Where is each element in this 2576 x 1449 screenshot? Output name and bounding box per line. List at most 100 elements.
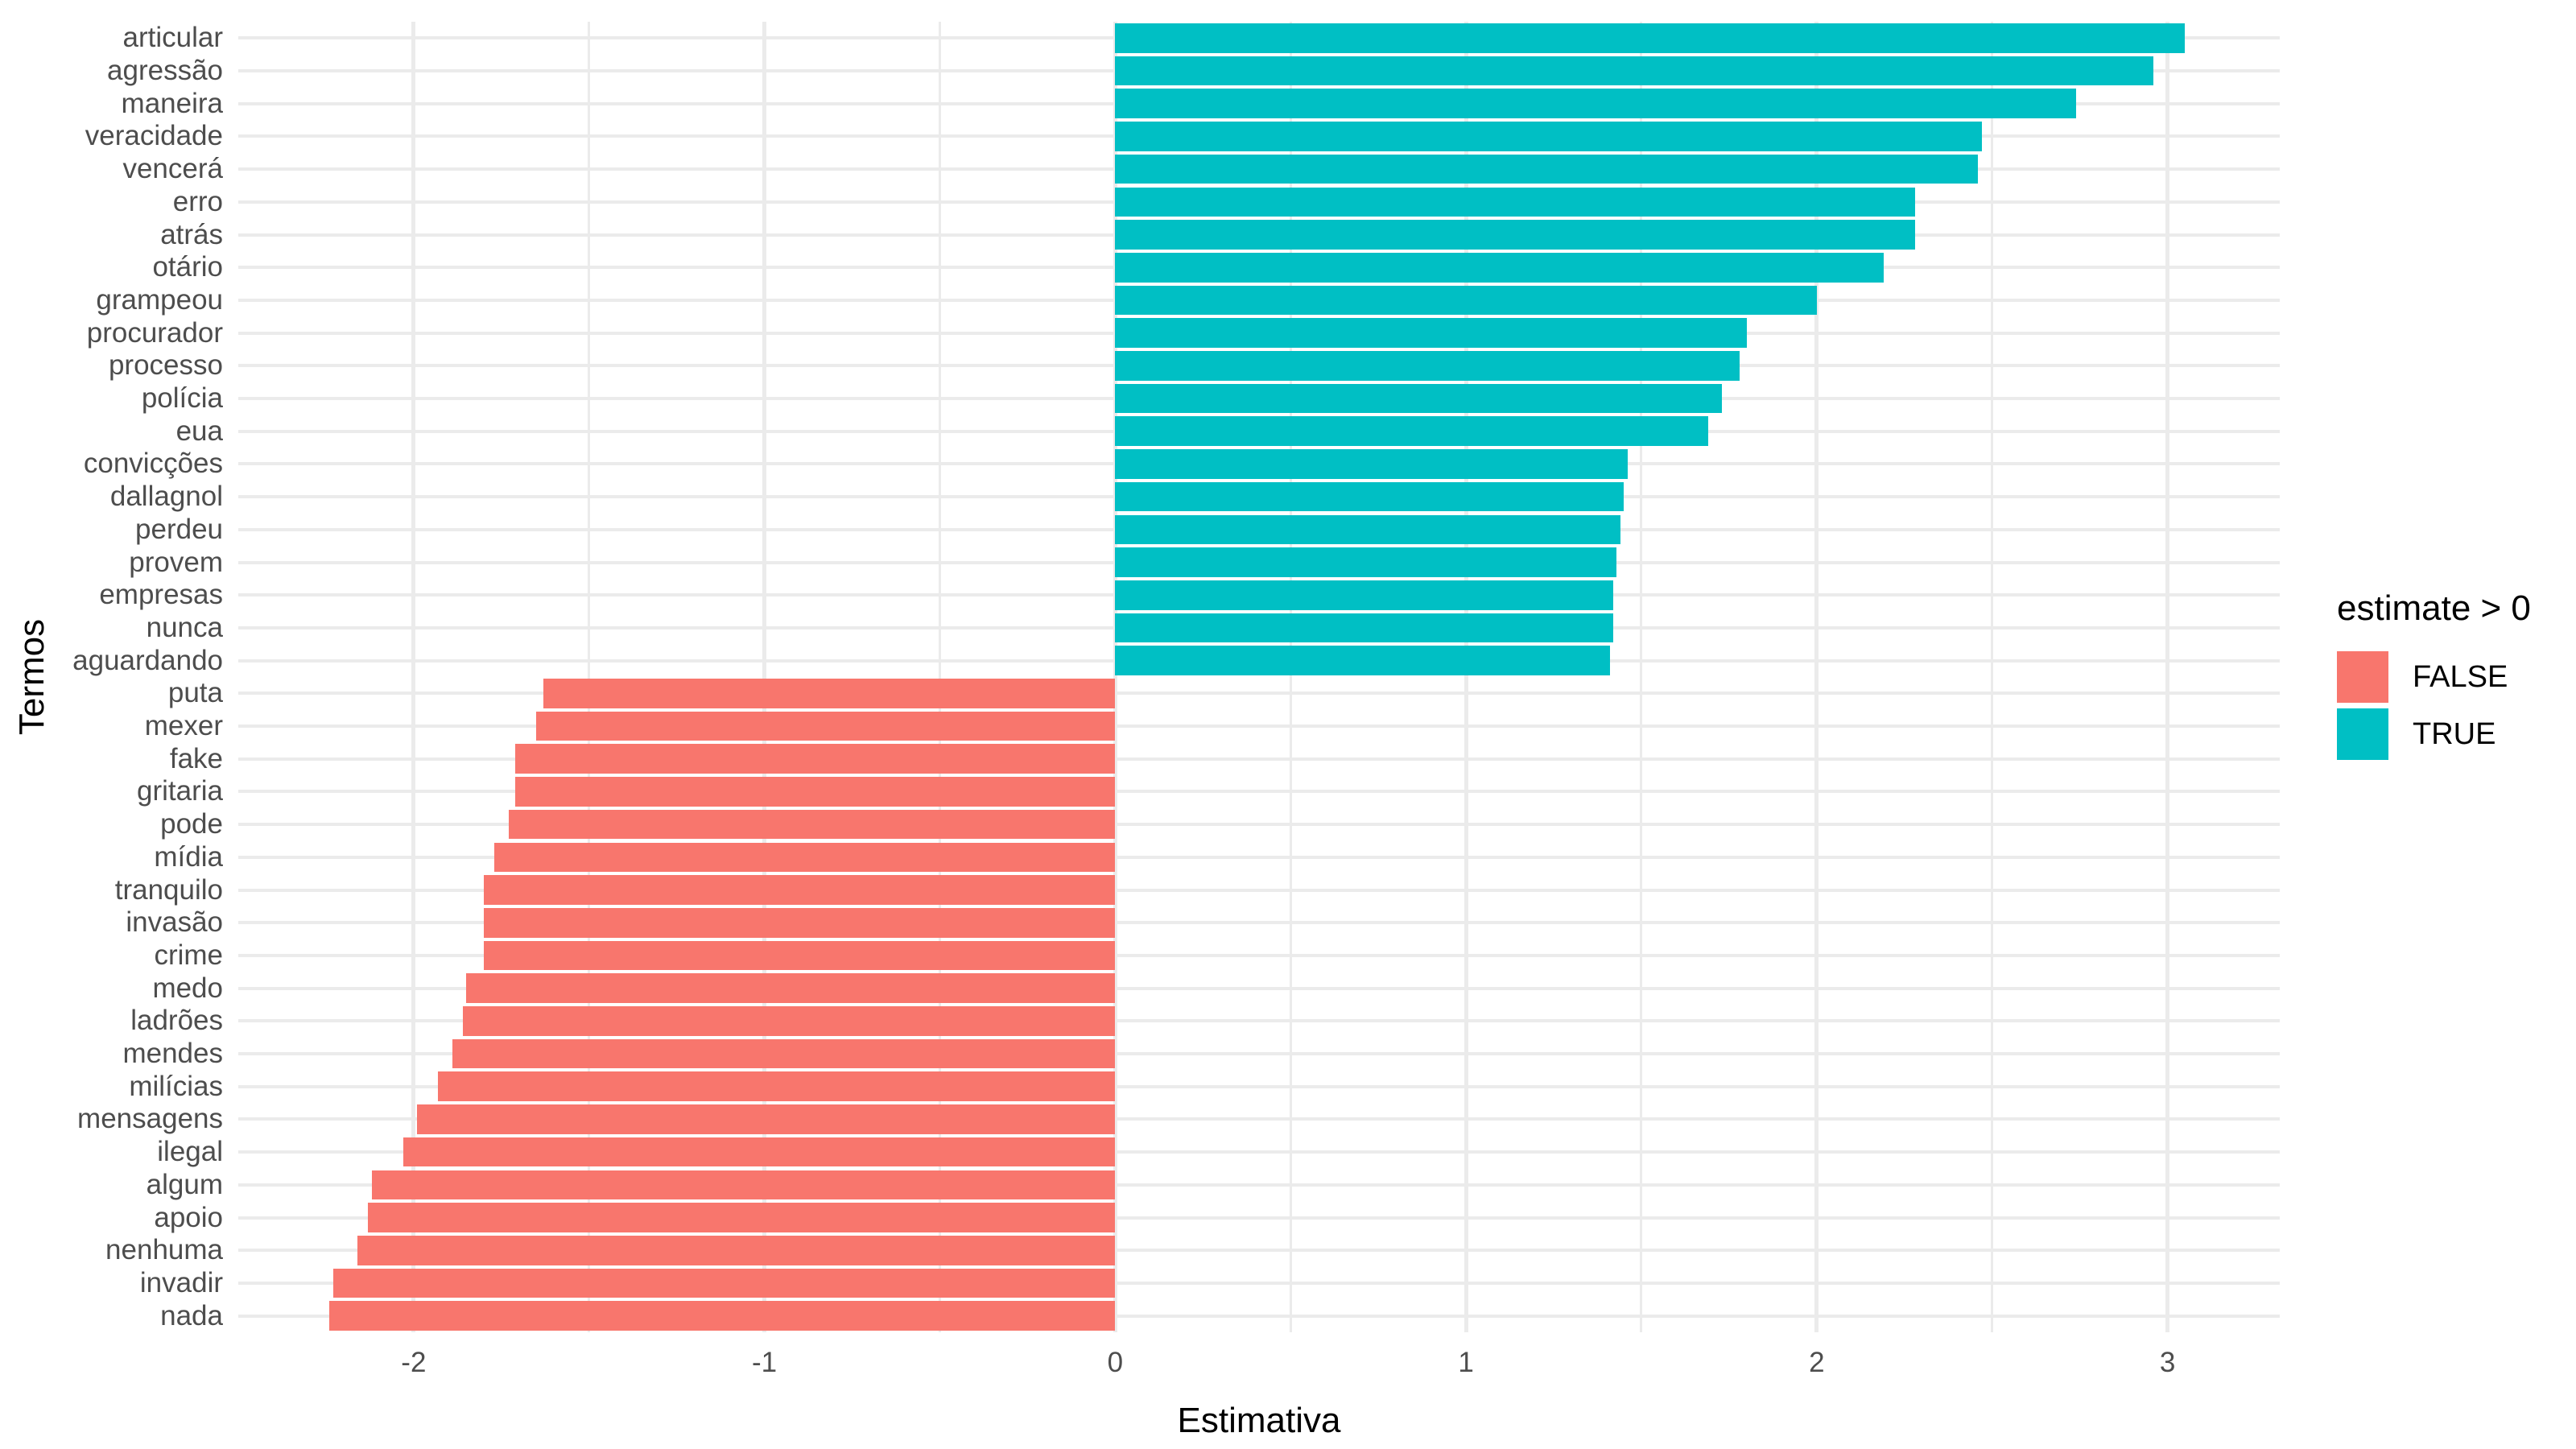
gridline-horizontal: [238, 921, 2280, 925]
bar: [1115, 351, 1740, 381]
legend: estimate > 0 FALSE TRUE: [2337, 588, 2531, 766]
bar: [1115, 89, 2077, 119]
bar: [1115, 547, 1617, 577]
bar: [1115, 23, 2186, 53]
bar: [536, 711, 1116, 741]
y-axis-tick-label: maneira: [121, 87, 223, 119]
y-axis-tick-label: eua: [175, 415, 223, 447]
y-axis-tick-label: fake: [169, 742, 223, 774]
gridline-vertical-major: [411, 22, 416, 1332]
gridline-horizontal: [238, 1249, 2280, 1253]
y-axis-title: Termos: [12, 618, 52, 736]
gridline-horizontal: [238, 888, 2280, 892]
bar: [368, 1203, 1116, 1232]
gridline-vertical-major: [1463, 22, 1468, 1332]
legend-item-false: FALSE: [2337, 651, 2531, 703]
gridline-vertical-major: [762, 22, 767, 1332]
bar: [466, 973, 1116, 1003]
x-axis-tick-label: -2: [401, 1347, 427, 1378]
bar: [1115, 514, 1620, 545]
gridline-horizontal: [238, 1216, 2280, 1220]
bar: [1115, 646, 1610, 675]
y-axis-tick-label: dallagnol: [109, 481, 223, 513]
bar: [1115, 416, 1708, 447]
bar: [417, 1104, 1116, 1134]
gridline-horizontal: [238, 691, 2280, 696]
y-axis-tick-label: milícias: [129, 1070, 223, 1102]
x-axis-tick-label: 0: [1107, 1347, 1124, 1378]
bar: [1115, 56, 2154, 86]
bar: [1115, 318, 1747, 348]
bar: [1115, 481, 1624, 512]
bar: [515, 744, 1116, 774]
y-axis-tick-label: veracidade: [85, 120, 223, 152]
y-axis-tick-label: nada: [160, 1299, 223, 1331]
gridline-vertical-major: [1814, 22, 1819, 1332]
y-axis-tick-label: algum: [146, 1168, 223, 1200]
gridline-horizontal: [238, 1281, 2280, 1285]
bar: [484, 875, 1116, 905]
gridline-vertical-minor: [1640, 22, 1643, 1332]
y-axis-tick-label: medo: [152, 972, 223, 1004]
bar: [1115, 154, 1979, 184]
gridline-horizontal: [238, 1150, 2280, 1154]
bar: [494, 842, 1116, 873]
bar: [1115, 285, 1817, 316]
y-axis-tick-label: polícia: [141, 382, 223, 415]
y-axis-tick-label: mexer: [144, 710, 223, 742]
bar: [1115, 252, 1884, 283]
bar: [1115, 580, 1614, 610]
bar: [452, 1038, 1116, 1069]
x-axis-tick-label: 1: [1458, 1347, 1474, 1378]
y-axis-tick-label: vencerá: [122, 153, 223, 185]
y-axis-tick-label: convicções: [83, 448, 223, 480]
y-axis-tick-label: mídia: [154, 840, 223, 873]
y-axis-tick-label: nenhuma: [105, 1234, 223, 1266]
y-axis-tick-label: ilegal: [157, 1136, 223, 1168]
y-axis-tick-label: pode: [160, 808, 223, 840]
legend-swatch-true-icon: [2337, 708, 2388, 760]
bar: [1115, 122, 1982, 151]
bar: [438, 1071, 1116, 1102]
gridline-horizontal: [238, 1314, 2280, 1318]
y-axis-tick-label: provem: [129, 546, 223, 578]
gridline-horizontal: [238, 855, 2280, 859]
gridline-vertical-minor: [588, 22, 591, 1332]
legend-label-false: FALSE: [2413, 660, 2508, 694]
bar: [1115, 220, 1915, 250]
bar: [329, 1301, 1116, 1331]
y-axis-tick-label: grampeou: [96, 283, 223, 316]
legend-swatch-false-icon: [2337, 651, 2388, 703]
y-axis-tick-label: processo: [108, 349, 223, 382]
y-axis-tick-label: ladrões: [130, 1005, 223, 1037]
y-axis-tick-label: nunca: [146, 611, 223, 643]
y-axis-tick-label: mensagens: [77, 1103, 223, 1135]
y-axis-tick-label: atrás: [160, 218, 223, 250]
y-axis-tick-label: articular: [122, 22, 223, 54]
gridline-horizontal: [238, 953, 2280, 957]
x-axis-title: Estimativa: [1177, 1401, 1341, 1440]
y-axis-tick-label: gritaria: [137, 775, 223, 807]
y-axis-tick-label: invadir: [139, 1266, 223, 1298]
legend-title: estimate > 0: [2337, 588, 2531, 628]
gridline-horizontal: [238, 823, 2280, 827]
bar: [1115, 383, 1723, 414]
gridline-horizontal: [238, 1117, 2280, 1121]
gridline-horizontal: [238, 1052, 2280, 1056]
gridline-vertical-major: [1113, 22, 1117, 1332]
bar: [462, 1006, 1116, 1036]
bar: [484, 907, 1116, 938]
y-axis-tick-label: invasão: [126, 906, 223, 939]
gridline-vertical-minor: [1289, 22, 1292, 1332]
bar: [515, 777, 1116, 807]
y-axis-tick-label: mendes: [122, 1038, 223, 1070]
gridline-vertical-major: [2165, 22, 2170, 1332]
legend-item-true: TRUE: [2337, 708, 2531, 760]
gridline-horizontal: [238, 757, 2280, 761]
y-axis-tick-label: crime: [154, 939, 223, 971]
y-axis-tick-label: otário: [152, 251, 223, 283]
y-axis-tick-label: puta: [167, 677, 223, 709]
gridline-horizontal: [238, 1019, 2280, 1023]
bar: [543, 679, 1116, 708]
